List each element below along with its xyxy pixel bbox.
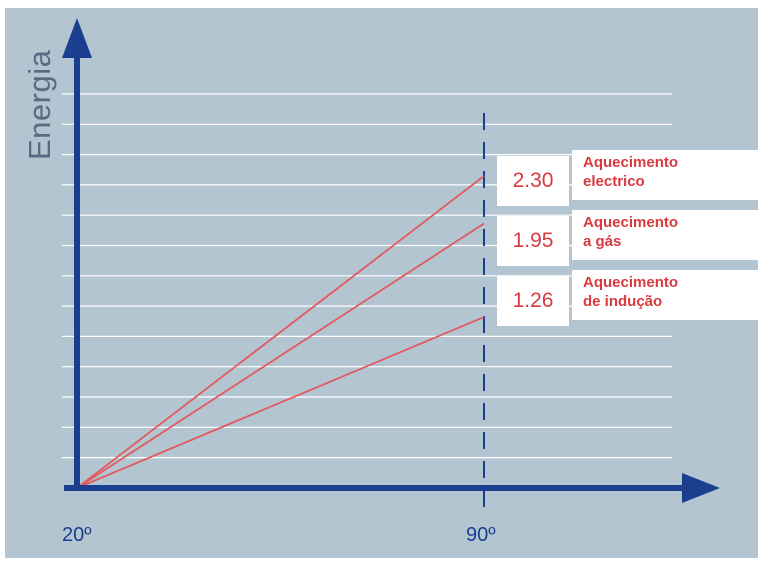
legend-box-electric: Aquecimento electrico	[572, 150, 758, 200]
series-lines	[76, 175, 485, 489]
y-axis-label: Energia	[22, 49, 57, 160]
data-label-box-electric: 2.30	[497, 156, 569, 206]
data-label-induction: 1.26	[512, 289, 554, 312]
legend-electric-line2: electrico	[583, 173, 645, 190]
series-line-gas	[76, 222, 485, 489]
data-label-gas: 1.95	[512, 229, 554, 252]
series-line-induction	[76, 316, 485, 489]
series-line-electric	[76, 175, 485, 489]
legend-induction-line1: Aquecimento	[583, 274, 679, 291]
legend-induction-line2: de indução	[583, 293, 663, 310]
x-axis-arrow	[682, 473, 720, 503]
x-tick-label-20: 20º	[62, 524, 92, 546]
x-tick-label-90: 90º	[466, 524, 496, 546]
data-label-box-gas: 1.95	[497, 216, 569, 266]
data-label-electric: 2.30	[512, 169, 554, 192]
legend-box-gas: Aquecimento a gás	[572, 210, 758, 260]
legend-gas-line1: Aquecimento	[583, 214, 679, 231]
y-axis-arrow	[62, 18, 92, 58]
data-label-box-induction: 1.26	[497, 276, 569, 326]
legend-electric-line1: Aquecimento	[583, 154, 679, 171]
legend-gas-line2: a gás	[583, 233, 622, 250]
legend-box-induction: Aquecimento de indução	[572, 270, 758, 320]
